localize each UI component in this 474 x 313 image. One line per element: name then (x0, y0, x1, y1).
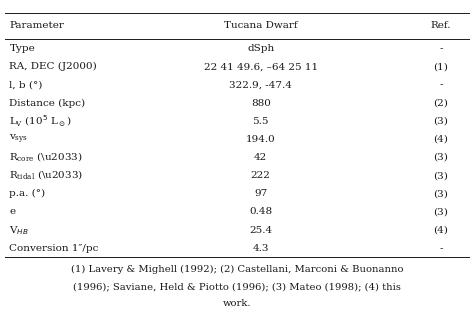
Text: (3): (3) (433, 153, 448, 162)
Text: (2): (2) (433, 99, 448, 108)
Text: 42: 42 (254, 153, 267, 162)
Text: v$_{\mathregular{sys}}$: v$_{\mathregular{sys}}$ (9, 133, 28, 146)
Text: l, b (°): l, b (°) (9, 80, 43, 90)
Text: -: - (439, 80, 443, 90)
Text: 97: 97 (254, 189, 267, 198)
Text: (3): (3) (433, 171, 448, 180)
Text: 25.4: 25.4 (249, 226, 272, 235)
Text: 4.3: 4.3 (253, 244, 269, 253)
Text: 22 41 49.6, –64 25 11: 22 41 49.6, –64 25 11 (204, 62, 318, 71)
Text: -: - (439, 44, 443, 53)
Text: R$_{\mathregular{core}}$ (\u2033): R$_{\mathregular{core}}$ (\u2033) (9, 151, 83, 164)
Text: 880: 880 (251, 99, 271, 108)
Text: (1996); Saviane, Held & Piotto (1996); (3) Mateo (1998); (4) this: (1996); Saviane, Held & Piotto (1996); (… (73, 282, 401, 291)
Text: 0.48: 0.48 (249, 208, 272, 217)
Text: V$_{HB}$: V$_{HB}$ (9, 224, 29, 237)
Text: dSph: dSph (247, 44, 274, 53)
Text: (1): (1) (433, 62, 448, 71)
Text: 194.0: 194.0 (246, 135, 275, 144)
Text: Distance (kpc): Distance (kpc) (9, 99, 86, 108)
Text: (4): (4) (433, 135, 448, 144)
Text: e: e (9, 208, 16, 217)
Text: Ref.: Ref. (430, 21, 451, 30)
Text: 5.5: 5.5 (253, 117, 269, 126)
Text: Tucana Dwarf: Tucana Dwarf (224, 21, 298, 30)
Text: p.a. (°): p.a. (°) (9, 189, 46, 198)
Text: RA, DEC (J2000): RA, DEC (J2000) (9, 62, 97, 71)
Text: -: - (439, 244, 443, 253)
Text: (1) Lavery & Mighell (1992); (2) Castellani, Marconi & Buonanno: (1) Lavery & Mighell (1992); (2) Castell… (71, 265, 403, 274)
Text: 222: 222 (251, 171, 271, 180)
Text: Conversion 1″/pc: Conversion 1″/pc (9, 244, 99, 253)
Text: L$_{\mathregular{V}}$ (10$^5$ L$_\odot$): L$_{\mathregular{V}}$ (10$^5$ L$_\odot$) (9, 114, 73, 129)
Text: work.: work. (223, 299, 251, 308)
Text: R$_{\mathregular{tidal}}$ (\u2033): R$_{\mathregular{tidal}}$ (\u2033) (9, 169, 83, 182)
Text: Type: Type (9, 44, 35, 53)
Text: 322.9, -47.4: 322.9, -47.4 (229, 80, 292, 90)
Text: (3): (3) (433, 189, 448, 198)
Text: Parameter: Parameter (9, 21, 64, 30)
Text: (3): (3) (433, 208, 448, 217)
Text: (3): (3) (433, 117, 448, 126)
Text: (4): (4) (433, 226, 448, 235)
